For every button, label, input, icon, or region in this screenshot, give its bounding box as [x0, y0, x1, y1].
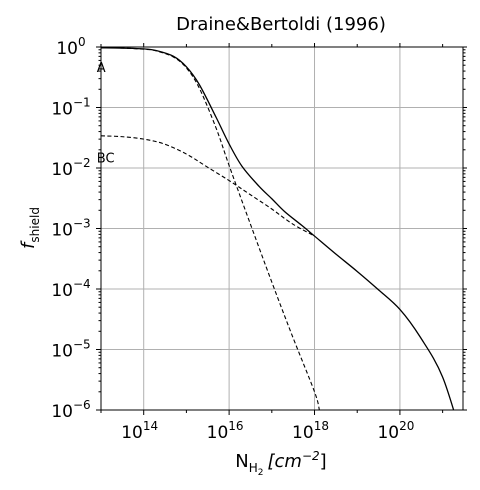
series-line-3	[101, 135, 315, 237]
y-tick-label: 100	[56, 35, 85, 59]
grid	[101, 46, 463, 411]
plot-frame	[100, 46, 464, 411]
chart-title: Draine&Bertoldi (1996)	[176, 14, 386, 35]
y-label-main: f	[18, 240, 39, 249]
y-tick-label: 10−1	[51, 96, 90, 120]
annotations: ABC	[97, 61, 115, 166]
x-tick-label: 1014	[121, 419, 158, 443]
y-label-sub: shield	[28, 207, 42, 243]
y-tick-label: 10−2	[51, 156, 90, 180]
curves	[101, 47, 455, 410]
series-line-1	[101, 47, 455, 410]
x-label-subsub: 2	[258, 468, 264, 478]
x-tick-label: 1016	[207, 419, 244, 443]
x-tick-label: 1020	[377, 419, 414, 443]
y-tick-label: 10−4	[51, 277, 90, 301]
x-tick-label: 1018	[292, 419, 329, 443]
annotation-bc: BC	[97, 152, 115, 167]
x-label-unit: [cm	[268, 451, 302, 472]
x-label-unit-close: ]	[320, 451, 327, 472]
x-axis-label: NH2 [cm−2]	[235, 449, 326, 478]
x-label-unit-exp: −2	[302, 449, 320, 463]
y-tick-label: 10−3	[51, 217, 90, 241]
series-line-2	[101, 47, 320, 410]
y-axis-label: fshield	[18, 207, 42, 249]
y-tick-label: 10−6	[51, 398, 90, 422]
y-tick-label: 10−5	[51, 338, 90, 362]
x-label-main: N	[235, 451, 248, 472]
ticks: 1014 1016 1018 1020 100 10−1 10−2 10−3 10−4 10−5 1…	[51, 35, 467, 443]
x-label-sub: H	[249, 461, 258, 475]
